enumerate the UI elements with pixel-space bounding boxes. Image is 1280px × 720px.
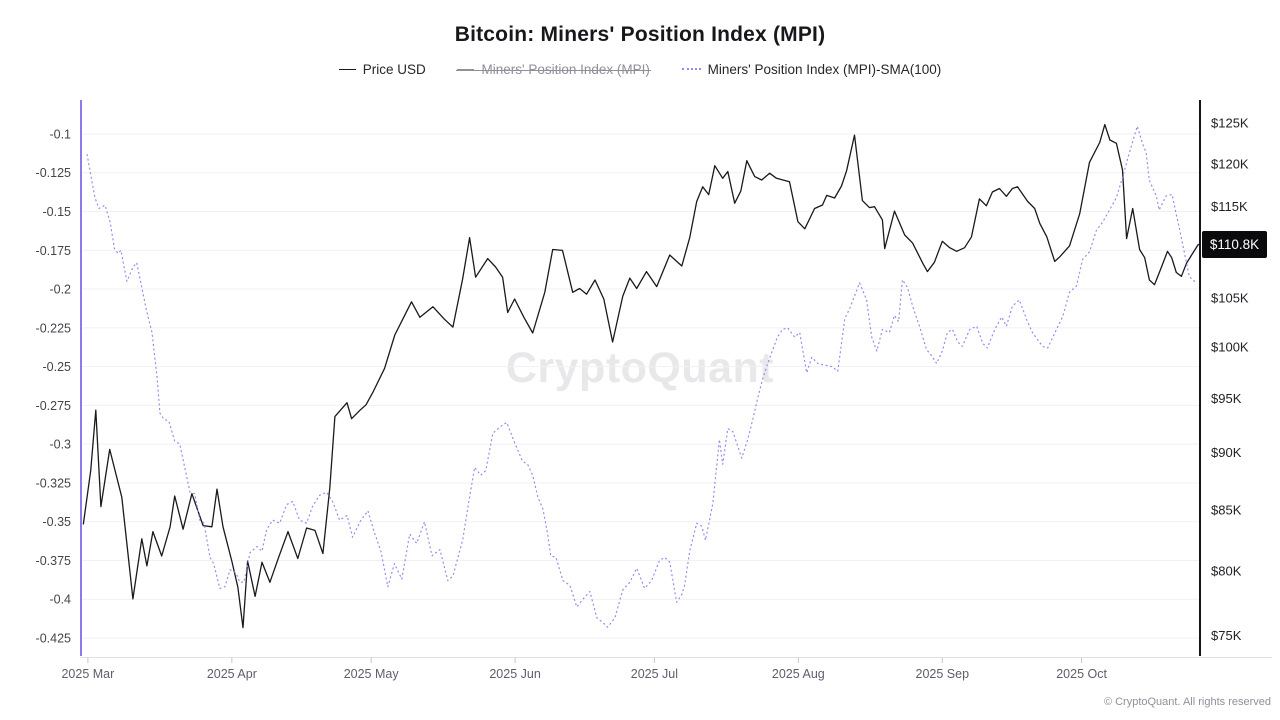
y-left-tick-label: -0.2 bbox=[49, 283, 71, 297]
x-axis-tick-label: 2025 Oct bbox=[1056, 667, 1107, 681]
legend-item-label: Miners' Position Index (MPI)-SMA(100) bbox=[707, 62, 942, 77]
x-axis-tick-label: 2025 May bbox=[344, 667, 400, 681]
solid-line-marker-icon bbox=[338, 68, 356, 70]
legend-item-price-usd[interactable]: Price USD bbox=[338, 62, 426, 77]
dotted-line-marker-icon bbox=[681, 68, 701, 71]
y-left-tick-label: -0.35 bbox=[43, 515, 72, 529]
y-right-tick-label: $120K bbox=[1211, 156, 1249, 171]
x-axis-tick-label: 2025 Jun bbox=[489, 667, 540, 681]
legend-item-mpi-sma[interactable]: Miners' Position Index (MPI)-SMA(100) bbox=[681, 62, 942, 77]
current-price-badge: $110.8K bbox=[1202, 230, 1267, 258]
y-left-tick-label: -0.325 bbox=[36, 476, 71, 490]
y-left-tick-label: -0.125 bbox=[36, 166, 71, 180]
x-axis-tick-label: 2025 Apr bbox=[207, 667, 257, 681]
legend-item-mpi[interactable]: Miners' Position Index (MPI) bbox=[456, 62, 652, 77]
y-left-tick-label: -0.25 bbox=[43, 360, 72, 374]
cryptoquant-watermark: CryptoQuant bbox=[505, 344, 775, 392]
y-right-tick-label: $85K bbox=[1211, 503, 1242, 518]
price-usd-line bbox=[82, 123, 1200, 629]
x-axis-tick-label: 2025 Aug bbox=[772, 667, 825, 681]
x-axis-tick-label: 2025 Sep bbox=[916, 667, 970, 681]
legend-item-label: Price USD bbox=[362, 62, 426, 77]
y-left-tick-label: -0.425 bbox=[36, 632, 71, 646]
copyright-text: © CryptoQuant. All rights reserved bbox=[1103, 696, 1271, 708]
y-left-tick-label: -0.1 bbox=[49, 127, 71, 141]
y-right-tick-label: $90K bbox=[1211, 445, 1242, 460]
x-axis-tick-label: 2025 Mar bbox=[61, 667, 114, 681]
y-left-tick-label: -0.15 bbox=[43, 205, 72, 219]
y-right-tick-label: $75K bbox=[1211, 628, 1242, 643]
y-left-tick-label: -0.4 bbox=[49, 593, 71, 607]
legend: Price USD Miners' Position Index (MPI) M… bbox=[0, 62, 1280, 77]
y-left-tick-label: -0.175 bbox=[36, 244, 71, 258]
x-axis-tick-label: 2025 Jul bbox=[631, 667, 678, 681]
y-right-tick-label: $125K bbox=[1211, 116, 1249, 131]
y-right-tick-label: $105K bbox=[1211, 291, 1249, 306]
y-left-tick-label: -0.3 bbox=[49, 438, 71, 452]
y-right-tick-label: $115K bbox=[1211, 199, 1248, 214]
y-right-tick-label: $95K bbox=[1211, 391, 1242, 406]
y-left-tick-label: -0.225 bbox=[36, 321, 71, 335]
y-left-tick-label: -0.375 bbox=[36, 554, 71, 568]
y-right-tick-label: $100K bbox=[1211, 339, 1249, 354]
mpi-sma-line bbox=[86, 125, 1197, 628]
y-left-tick-label: -0.275 bbox=[36, 399, 71, 413]
y-right-tick-label: $80K bbox=[1211, 563, 1242, 578]
chart-title: Bitcoin: Miners' Position Index (MPI) bbox=[454, 23, 826, 46]
